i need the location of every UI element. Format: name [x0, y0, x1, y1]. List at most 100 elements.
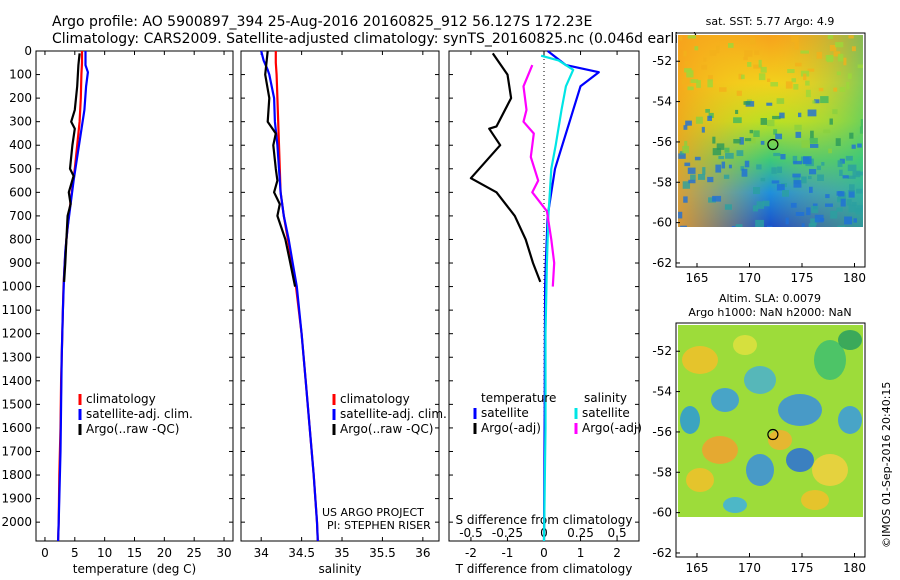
map-y-tick-label: -60 — [652, 216, 672, 230]
sst-cell — [787, 69, 795, 74]
sst-cell — [810, 218, 817, 226]
sst-cell — [836, 207, 843, 212]
sst-cell — [707, 79, 713, 88]
sst-cell — [842, 175, 849, 179]
plot-frame — [240, 50, 440, 542]
y-tick-label: 1900 — [1, 492, 32, 506]
sst-cell — [736, 90, 742, 96]
sst-cell — [694, 156, 701, 161]
sla-map-frame — [675, 322, 866, 558]
sst-cell — [808, 223, 816, 227]
sst-cell — [749, 138, 756, 144]
sst-cell — [792, 155, 798, 164]
sst-cell — [682, 181, 691, 189]
sst-cell — [741, 168, 748, 177]
map-y-tick-label: -56 — [652, 425, 672, 439]
map-y-tick-label: -52 — [652, 54, 672, 68]
x-tick-label: 36 — [415, 546, 430, 560]
sla-eddy — [686, 468, 714, 492]
map-y-tick-label: -54 — [652, 385, 672, 399]
x2-tick-label: -0.25 — [492, 526, 523, 540]
x-tick-label: 34.5 — [288, 546, 315, 560]
sst-cell — [810, 130, 814, 139]
header-line2: Climatology: CARS2009. Satellite-adjuste… — [52, 31, 698, 47]
x-axis-label: temperature (deg C) — [73, 562, 196, 576]
y-tick-label: 1200 — [1, 327, 32, 341]
sst-cell — [718, 156, 725, 160]
map-y-tick-label: -58 — [652, 175, 672, 189]
legend-label: climatology — [340, 392, 410, 406]
sst-cell — [705, 109, 710, 113]
sst-cell — [801, 223, 805, 227]
sst-cell — [826, 55, 833, 63]
sst-cell — [739, 137, 744, 145]
sst-cell — [683, 125, 688, 130]
sst-cell — [833, 51, 841, 57]
sst-map-frame — [675, 32, 866, 268]
sst-cell — [839, 169, 843, 177]
x-tick-label: 1 — [577, 546, 585, 560]
sla-eddy — [838, 330, 862, 350]
map-x-tick-label: 165 — [686, 561, 709, 575]
sst-cell — [736, 150, 744, 157]
x-tick-label: -1 — [501, 546, 513, 560]
imos-stamp: ©IMOS 01-Sep-2016 20:40:15 — [880, 382, 893, 548]
x-tick-label: 20 — [157, 546, 172, 560]
sst-cell — [750, 37, 756, 45]
map-x-tick-label: 175 — [791, 271, 814, 285]
sst-cell — [679, 151, 684, 155]
sst-cell — [839, 87, 846, 92]
sst-texture — [678, 35, 863, 227]
sla-eddy — [680, 406, 700, 434]
sst-cell — [780, 154, 786, 160]
sst-cell — [683, 50, 687, 57]
sst-cell — [728, 43, 734, 48]
sst-cell — [837, 53, 844, 62]
x-axis-label: T difference from climatology — [455, 562, 633, 576]
difference-panel: -2 -1 0 1 2-0.5 -0.25 0 0.25 0.5S difference fro… — [448, 50, 642, 576]
sst-cell — [825, 203, 833, 207]
sst-cell — [685, 120, 692, 126]
sst-cell — [809, 186, 813, 193]
sst-cell — [790, 202, 797, 208]
sst-cell — [837, 196, 841, 203]
sst-cell — [709, 50, 717, 56]
sst-map-axes: 165 170 175 180 -52 -54 -56 -58 -60 -62 — [652, 54, 866, 285]
sst-cell — [793, 160, 802, 165]
series-line — [63, 53, 81, 282]
sst-cell — [712, 136, 716, 144]
sst-cell — [695, 116, 703, 124]
sst-cell — [848, 35, 854, 39]
sst-cell — [794, 41, 799, 50]
sst-cell — [795, 212, 805, 216]
sst-cell — [749, 129, 753, 134]
sst-cell — [766, 225, 773, 227]
sst-cell — [744, 50, 753, 57]
header-line1: Argo profile: AO 5900897_394 25-Aug-2016… — [52, 14, 592, 30]
sst-cell — [715, 164, 722, 173]
sst-cell — [814, 99, 820, 104]
sst-cell — [743, 56, 748, 61]
x-tick-label: 15 — [127, 546, 142, 560]
map-y-tick-label: -62 — [652, 256, 672, 270]
x-tick-label: 34 — [254, 546, 269, 560]
sla-eddy — [723, 497, 747, 513]
sst-cell — [821, 162, 825, 166]
y-tick-label: 1600 — [1, 421, 32, 435]
legend-group-salinity: salinity — [584, 391, 627, 405]
sst-cell — [852, 202, 857, 206]
sst-cell — [701, 126, 705, 133]
sla-eddy — [814, 340, 846, 380]
sst-cell — [773, 129, 778, 135]
y-tick-label: 1800 — [1, 468, 32, 482]
sst-cell — [755, 219, 764, 227]
sst-cell — [707, 115, 713, 121]
sst-cell — [814, 214, 824, 223]
sst-cell — [708, 197, 716, 203]
sst-cell — [712, 195, 722, 202]
y-tick-label: 600 — [9, 185, 32, 199]
sst-cell — [810, 144, 819, 148]
sst-cell — [795, 62, 802, 67]
map-y-tick-label: -62 — [652, 546, 672, 560]
sst-cell — [803, 73, 807, 81]
